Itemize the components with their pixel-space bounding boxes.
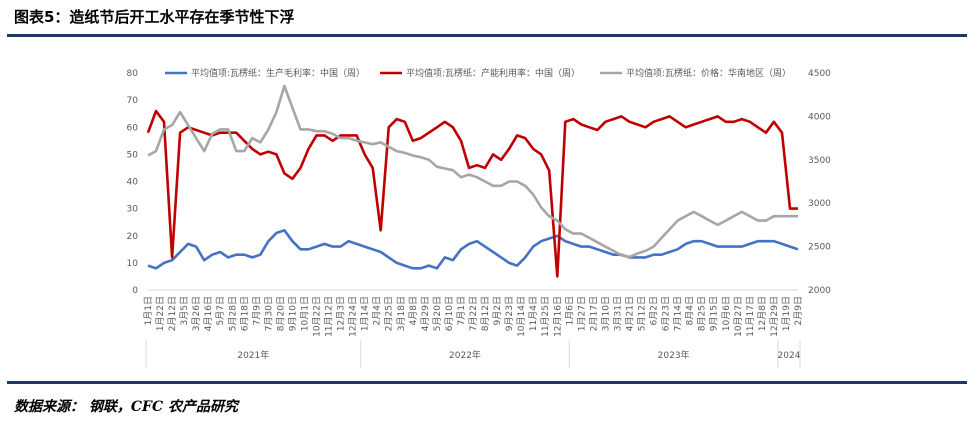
x-tick-label: 12月3日 — [336, 296, 347, 331]
x-tick-label: 4月16日 — [203, 296, 214, 331]
x-tick-label: 6月10日 — [444, 296, 455, 331]
y-left-tick-label: 20 — [127, 232, 139, 242]
x-tick-label: 2月9日 — [793, 296, 804, 325]
x-tick-label: 5月7日 — [215, 296, 226, 325]
legend-label: 平均值项:瓦楞纸：产能利用率：中国（周） — [406, 67, 580, 79]
x-tick-label: 2月4日 — [372, 296, 383, 325]
x-tick-label: 8月20日 — [275, 296, 286, 331]
x-tick-label: 3月31日 — [612, 296, 623, 331]
year-label: 2023年 — [658, 349, 690, 361]
x-tick-label: 11月25日 — [540, 296, 551, 337]
x-tick-label: 5月28日 — [227, 296, 238, 331]
x-tick-label: 4月29日 — [420, 296, 431, 331]
x-tick-label: 4月8日 — [408, 296, 419, 325]
y-right-tick-label: 4000 — [808, 112, 831, 122]
x-tick-label: 9月23日 — [504, 296, 515, 331]
x-tick-label: 11月17日 — [745, 296, 756, 337]
x-tick-label: 7月22日 — [468, 296, 479, 331]
x-tick-label: 4月21日 — [624, 296, 635, 331]
x-tick-label: 8月4日 — [685, 296, 696, 325]
x-tick-label: 1月14日 — [360, 296, 371, 331]
legend-label: 平均值项:瓦楞纸：生产毛利率：中国（周） — [191, 67, 365, 79]
x-tick-label: 9月2日 — [492, 296, 503, 325]
x-tick-label: 12月8日 — [757, 296, 768, 331]
y-left-tick-label: 50 — [127, 150, 139, 160]
y-left-tick-label: 70 — [127, 96, 139, 106]
x-tick-label: 1月1日 — [143, 296, 154, 325]
x-tick-label: 10月22日 — [312, 296, 323, 337]
figure-title: 图表5：造纸节后开工水平存在季节性下浮 — [14, 8, 295, 26]
x-tick-label: 11月4日 — [528, 296, 539, 331]
x-tick-label: 5月20日 — [432, 296, 443, 331]
y-left-tick-label: 0 — [132, 286, 138, 296]
x-tick-label: 11月12日 — [324, 296, 335, 337]
x-tick-label: 9月10日 — [287, 296, 298, 331]
x-tick-label: 7月30日 — [263, 296, 274, 331]
source-note: 数据来源： 钢联，CFC 农产品研究 — [14, 399, 238, 415]
x-tick-label: 2月25日 — [384, 296, 395, 331]
y-right-tick-label: 3000 — [808, 199, 831, 209]
y-right-tick-label: 3500 — [808, 156, 831, 166]
x-tick-label: 9月15日 — [709, 296, 720, 331]
bottom-rule — [7, 381, 967, 384]
x-tick-label: 6月18日 — [239, 296, 250, 331]
y-left-tick-label: 40 — [127, 178, 139, 188]
series-line-2 — [147, 84, 798, 259]
x-tick-label: 1月19日 — [781, 296, 792, 331]
top-rule — [7, 34, 967, 37]
y-left-tick-label: 80 — [127, 69, 139, 79]
y-right-tick-label: 2500 — [808, 243, 831, 253]
legend-label: 平均值项:瓦楞纸：价格：华南地区（周） — [626, 67, 791, 79]
year-label: 2021年 — [237, 349, 269, 361]
x-tick-label: 1月27日 — [576, 296, 587, 331]
x-tick-label: 3月10日 — [600, 296, 611, 331]
y-right-tick-label: 4500 — [808, 69, 831, 79]
x-tick-label: 10月14日 — [516, 296, 527, 337]
x-tick-label: 3月26日 — [191, 296, 202, 331]
x-tick-label: 8月12日 — [480, 296, 491, 331]
y-left-tick-label: 10 — [127, 259, 139, 269]
x-tick-label: 10月27日 — [733, 296, 744, 337]
x-tick-label: 7月1日 — [456, 296, 467, 325]
x-tick-label: 8月25日 — [697, 296, 708, 331]
y-left-tick-label: 60 — [127, 123, 139, 133]
year-label: 2022年 — [449, 349, 481, 361]
x-tick-label: 12月29日 — [769, 296, 780, 337]
x-tick-label: 7月9日 — [251, 296, 262, 325]
x-tick-label: 6月23日 — [661, 296, 672, 331]
x-tick-label: 6月2日 — [649, 296, 660, 325]
x-tick-label: 2月12日 — [167, 296, 178, 331]
x-tick-label: 2月17日 — [588, 296, 599, 331]
series-line-1 — [146, 109, 798, 278]
x-tick-label: 12月24日 — [348, 296, 359, 337]
y-left-tick-label: 30 — [127, 205, 139, 215]
x-tick-label: 3月5日 — [179, 296, 190, 325]
x-tick-label: 5月12日 — [637, 296, 648, 331]
x-tick-label: 10月6日 — [721, 296, 732, 331]
x-tick-label: 10月1日 — [299, 296, 310, 331]
x-tick-label: 3月18日 — [396, 296, 407, 331]
line-chart: 0 10 20 30 40 50 60 70 80 2000 2500 3000 3500 4000 450… — [127, 67, 831, 368]
x-tick-label: 1月22日 — [155, 296, 166, 331]
x-tick-label: 1月6日 — [564, 296, 575, 325]
x-tick-label: 7月14日 — [673, 296, 684, 331]
y-right-tick-label: 2000 — [808, 286, 831, 296]
year-label: 2024 — [778, 351, 801, 361]
series-line-0 — [147, 229, 799, 270]
x-tick-label: 12月16日 — [552, 296, 563, 337]
